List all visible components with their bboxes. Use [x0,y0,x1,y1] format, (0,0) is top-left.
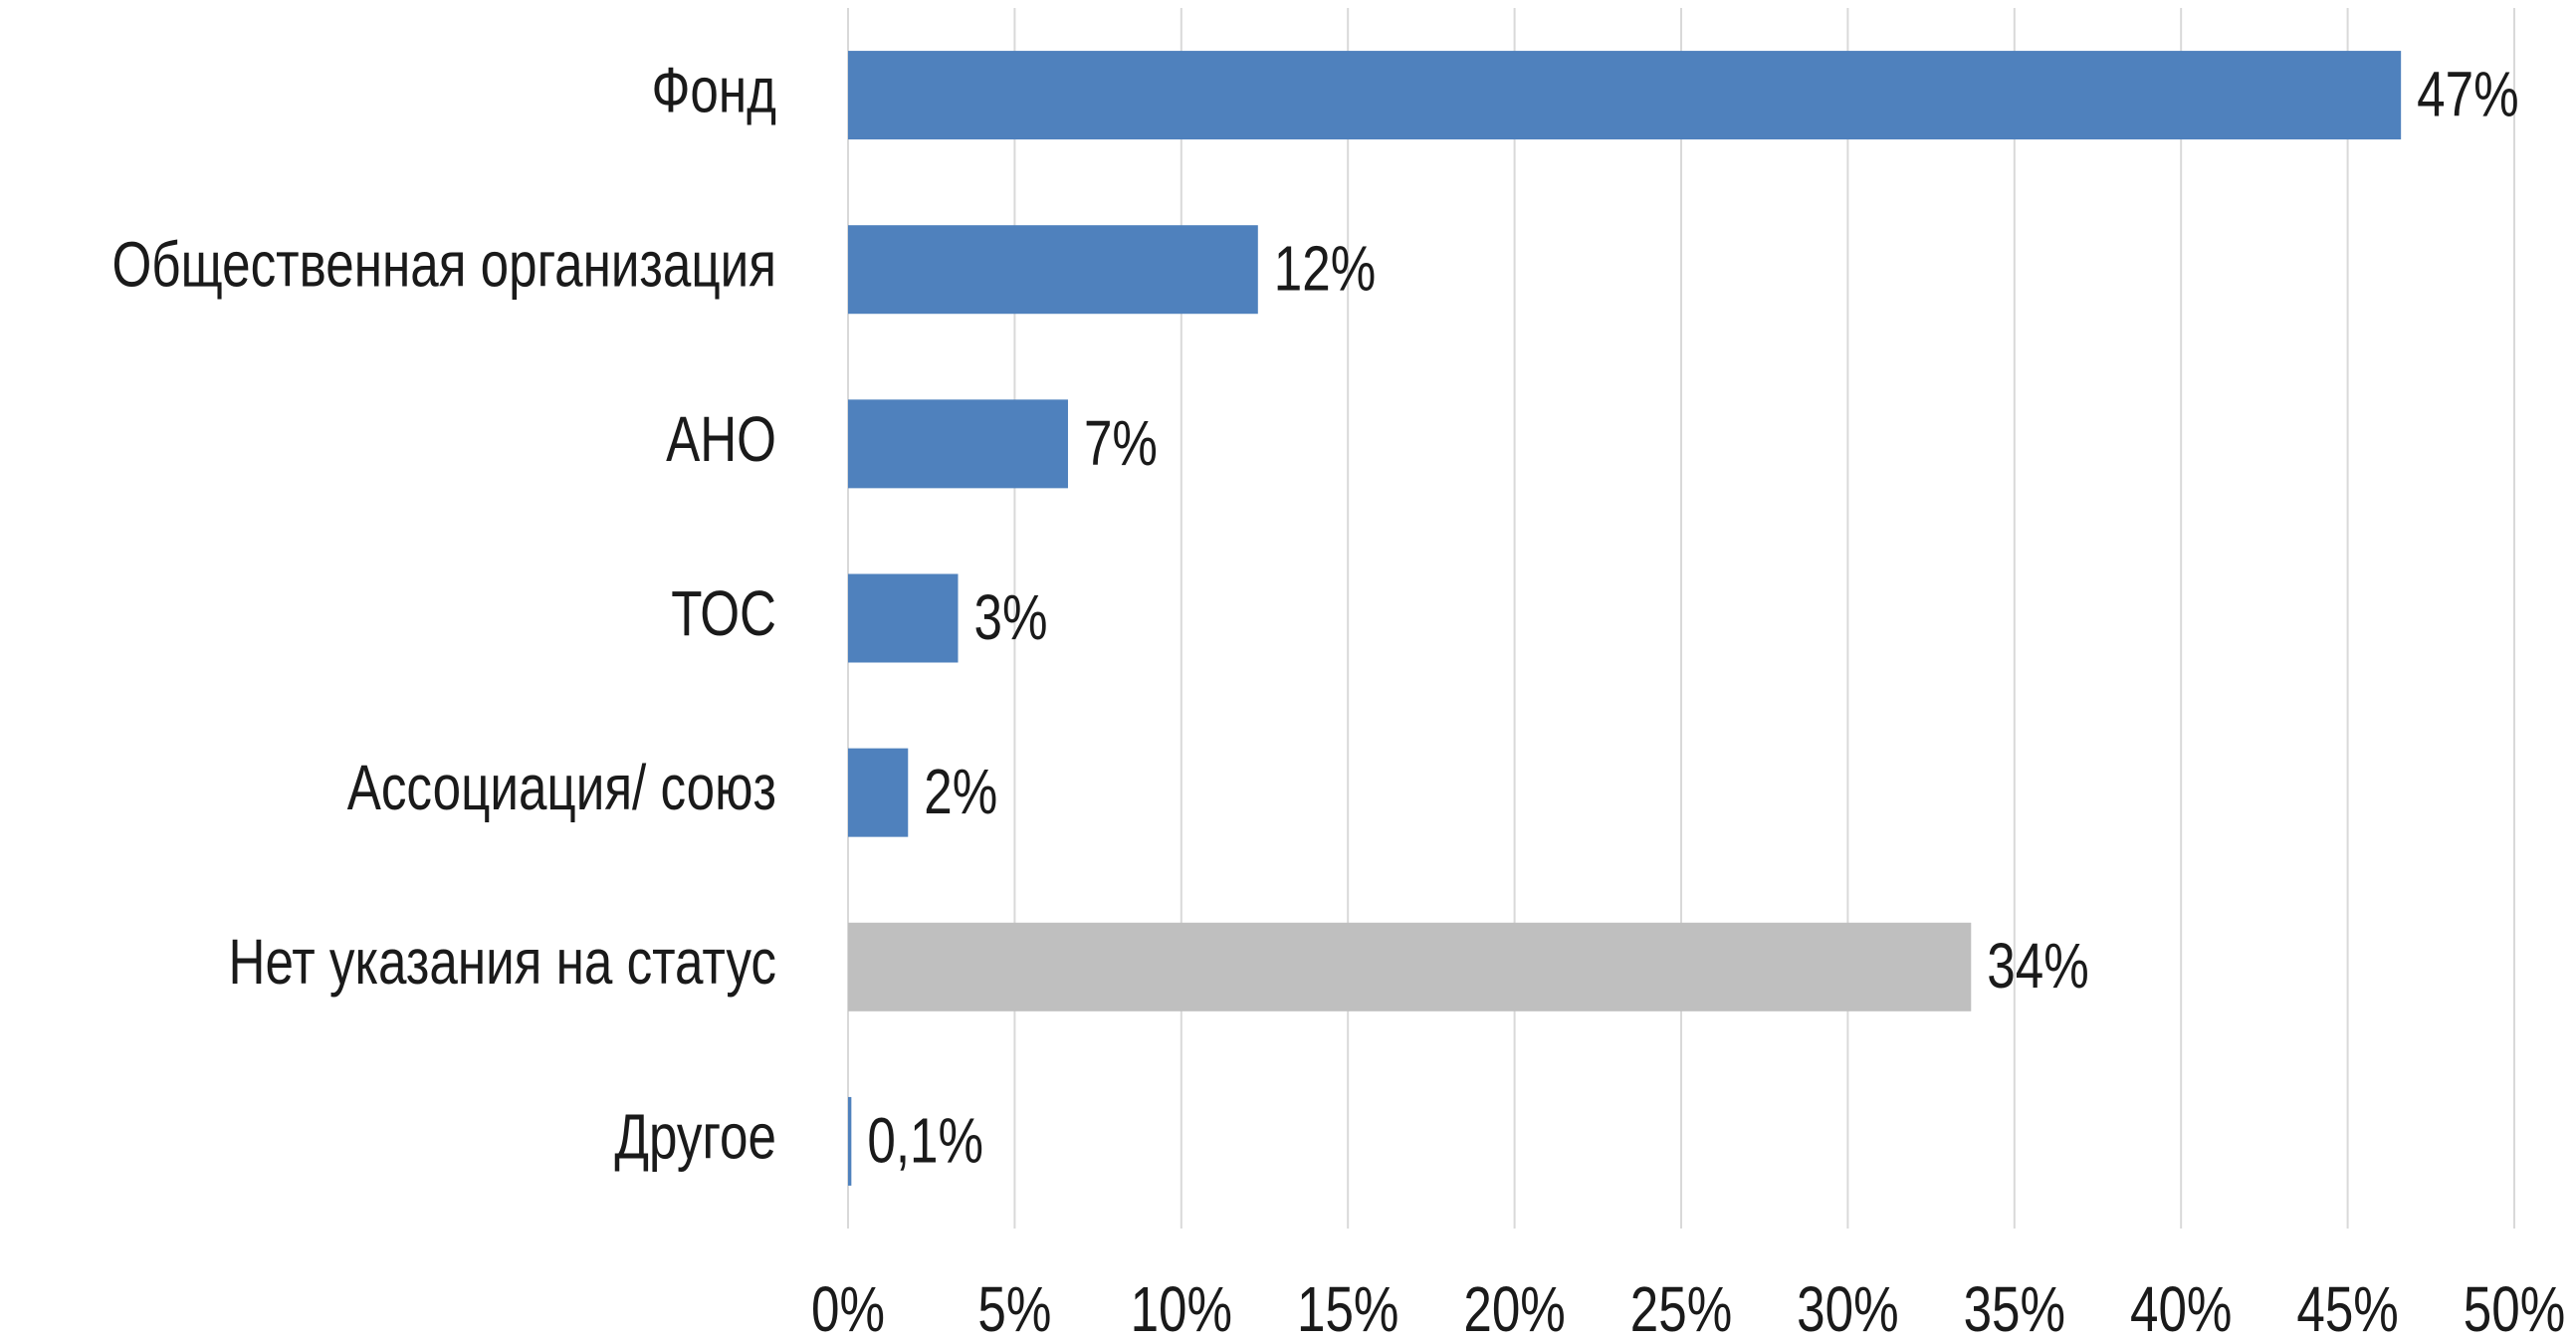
x-tick-label: 35% [1964,1275,2065,1344]
x-tick-label: 20% [1463,1275,1565,1344]
category-label: Ассоциация/ союз [347,754,776,824]
data-label: 3% [973,583,1047,654]
bar [848,51,2402,140]
data-label: 7% [1084,408,1158,479]
x-tick-label: 50% [2464,1275,2565,1344]
x-tick-label: 45% [2296,1275,2398,1344]
bar [848,225,1258,315]
category-label: АНО [666,404,776,475]
category-label: Фонд [651,56,776,126]
bar [848,573,959,663]
category-label: Другое [614,1102,776,1173]
x-tick-label: 15% [1297,1275,1398,1344]
data-label: 12% [1274,234,1376,305]
x-tick-label: 30% [1797,1275,1898,1344]
x-tick-label: 10% [1131,1275,1232,1344]
bar [848,748,909,837]
category-label: Общественная организация [111,230,776,301]
data-label: 2% [924,758,997,828]
category-label: ТОС [671,579,776,650]
data-label: 0,1% [867,1106,983,1177]
x-tick-label: 40% [2130,1275,2232,1344]
bar [848,922,1972,1011]
bar [848,399,1068,489]
x-tick-label: 0% [811,1275,885,1344]
data-label: 47% [2417,60,2518,130]
category-label: Нет указания на статус [228,928,776,999]
x-tick-label: 25% [1630,1275,1732,1344]
x-tick-label: 5% [977,1275,1051,1344]
data-label: 34% [1987,932,2088,1003]
bar [848,1096,852,1186]
